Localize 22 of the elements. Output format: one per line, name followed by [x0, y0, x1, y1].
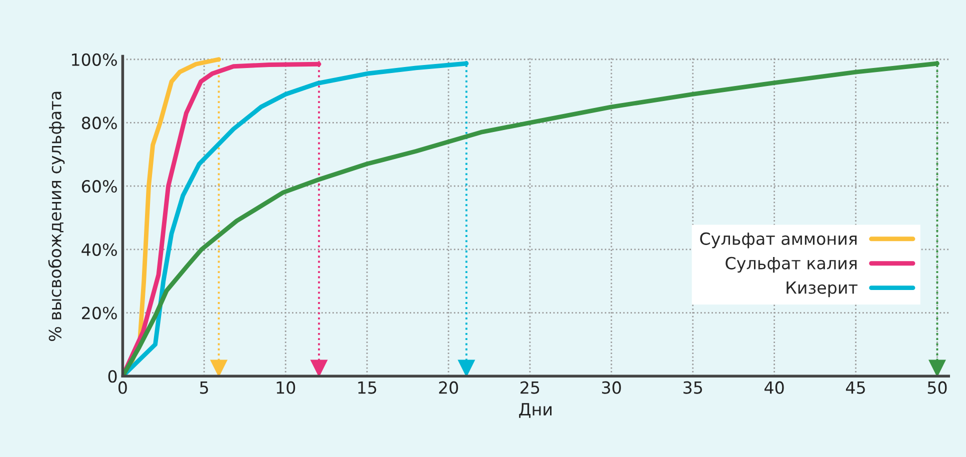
- x-tick-label: 50: [928, 381, 947, 394]
- legend-label: Кизерит: [786, 282, 858, 298]
- y-tick-label: 80%: [82, 116, 117, 130]
- legend-label: Сульфат калия: [726, 256, 857, 273]
- y-tick-label: 100%: [72, 53, 117, 66]
- x-axis-title: Дни: [519, 403, 552, 418]
- x-tick-label: 20: [439, 381, 458, 394]
- x-tick-label: 45: [846, 381, 865, 394]
- x-tick-label: 15: [358, 381, 376, 394]
- x-tick-label: 40: [764, 381, 784, 394]
- x-tick-label: 25: [520, 381, 540, 394]
- y-tick-label: 0: [108, 370, 117, 383]
- y-tick-label: 20%: [82, 306, 117, 320]
- x-tick-label: 5: [200, 381, 208, 394]
- x-tick-label: 10: [276, 381, 296, 394]
- x-tick-label: 30: [602, 381, 621, 394]
- x-tick-label: 35: [684, 381, 702, 394]
- legend-label: Сульфат аммония: [700, 232, 857, 248]
- y-tick-label: 60%: [82, 180, 117, 193]
- y-axis-title: % высвобождения сульфата: [48, 92, 65, 341]
- y-tick-label: 40%: [82, 243, 117, 256]
- x-tick-label: 0: [118, 381, 127, 394]
